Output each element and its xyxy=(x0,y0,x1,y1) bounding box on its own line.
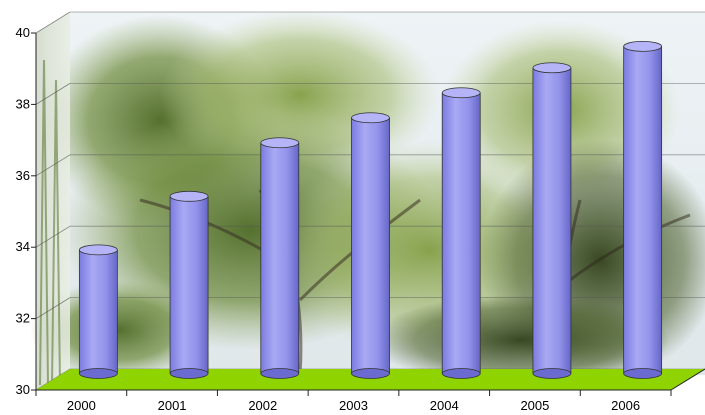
x-tick-label: 2000 xyxy=(67,398,96,413)
y-tick-label: 38 xyxy=(16,96,30,111)
y-tick-label: 30 xyxy=(16,382,30,397)
x-tick-label: 2006 xyxy=(611,398,640,413)
bar-2006 xyxy=(623,40,663,379)
x-tick-label: 2005 xyxy=(520,398,549,413)
x-tick-label: 2002 xyxy=(248,398,277,413)
bar-2001 xyxy=(169,190,209,379)
bar-2005 xyxy=(532,62,572,379)
y-tick-label: 40 xyxy=(16,25,30,40)
y-gridline xyxy=(35,83,705,105)
y-axis-tick-labels: 30 32 34 36 38 40 xyxy=(16,25,30,397)
x-tick-label: 2004 xyxy=(430,398,459,413)
bar-2000 xyxy=(78,244,118,379)
x-axis-tick-labels: 2000 2001 2002 2003 2004 2005 2006 xyxy=(35,390,672,413)
bar-2003 xyxy=(351,112,390,379)
x-tick-label: 2001 xyxy=(158,398,187,413)
y-tick-label: 34 xyxy=(16,239,30,254)
y-tick-label: 32 xyxy=(16,311,30,326)
bar-2004 xyxy=(441,87,481,379)
y-tick-label: 36 xyxy=(16,168,30,183)
x-tick-label: 2003 xyxy=(339,398,368,413)
bar-series xyxy=(78,40,663,379)
y-gridline xyxy=(35,11,705,34)
bar-2002 xyxy=(260,137,300,379)
axes xyxy=(31,32,705,391)
